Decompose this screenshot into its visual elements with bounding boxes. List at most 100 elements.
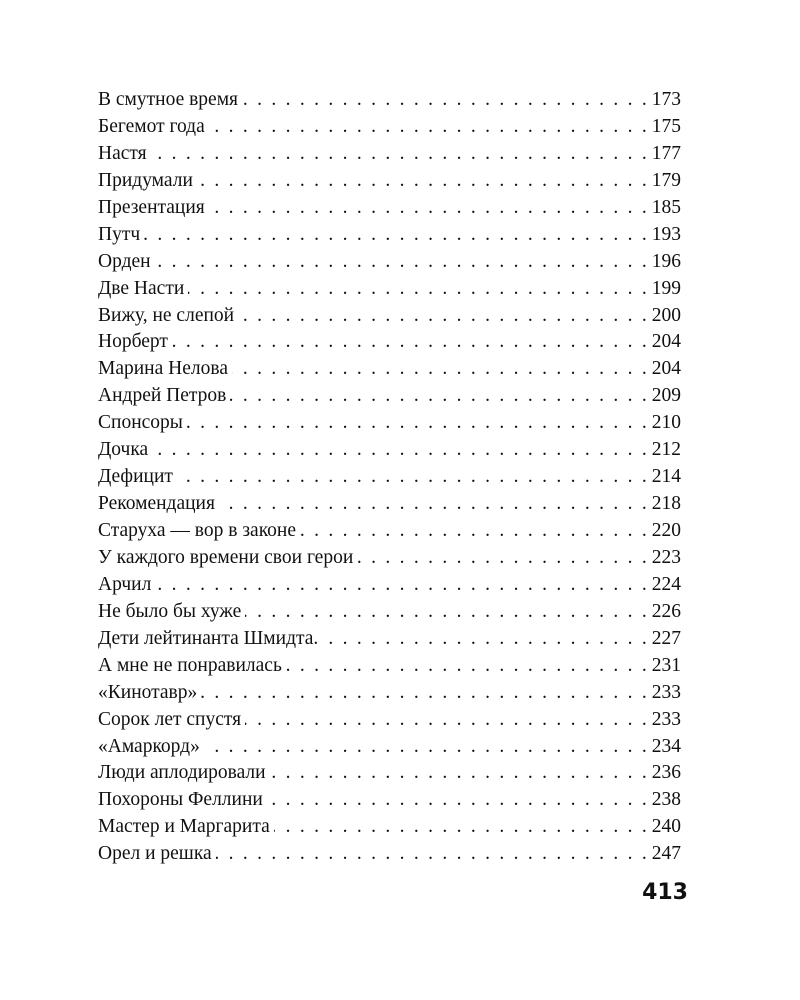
toc-entry: Марина Нелова 204 xyxy=(98,358,681,385)
toc-entry-title: «Кинотавр» xyxy=(98,681,198,703)
toc-entry-title: Рекомендация xyxy=(98,493,215,515)
toc-entry: Вижу, не слепой 200 xyxy=(98,305,681,332)
toc-entry-page: 179 xyxy=(651,169,681,191)
leader-dots xyxy=(242,89,647,111)
toc-entry-page: 247 xyxy=(651,843,681,865)
toc-entry: Похороны Феллини 238 xyxy=(98,789,681,816)
toc-entry: Дети лейтинанта Шмидта. 227 xyxy=(98,628,681,655)
toc-entry: Не было бы хуже 226 xyxy=(98,601,681,628)
toc-entry-title: Презентация xyxy=(98,196,205,218)
toc-entry-title: Вижу, не слепой xyxy=(98,304,235,326)
toc-entry-page: 233 xyxy=(651,708,681,730)
toc-entry-page: 193 xyxy=(651,223,681,245)
toc-entry-title: «Амаркорд» xyxy=(98,735,200,757)
toc-entry-page: 210 xyxy=(651,412,681,434)
leader-dots xyxy=(197,170,647,192)
toc-entry-title: Спонсоры xyxy=(98,412,183,434)
toc-entry: Путч 193 xyxy=(98,224,681,251)
toc-entry-title: Путч xyxy=(98,223,141,245)
toc-entry: Настя 177 xyxy=(98,143,681,170)
table-of-contents: В смутное время 173 Бегемот года 175 Настя 17… xyxy=(98,89,681,870)
toc-entry-page: 226 xyxy=(651,600,681,622)
leader-dots xyxy=(232,358,647,380)
toc-entry: Арчил 224 xyxy=(98,574,681,601)
toc-entry-page: 233 xyxy=(651,681,681,703)
leader-dots xyxy=(270,762,647,784)
leader-dots xyxy=(230,385,646,407)
leader-dots xyxy=(204,736,647,758)
toc-entry-page: 204 xyxy=(651,331,681,353)
toc-entry: Орден 196 xyxy=(98,251,681,278)
toc-entry-page: 177 xyxy=(651,142,681,164)
leader-dots xyxy=(152,439,647,461)
toc-entry: Две Насти 199 xyxy=(98,278,681,305)
toc-entry: Андрей Петров 209 xyxy=(98,385,681,412)
toc-entry-title: А мне не понравилась xyxy=(98,654,282,676)
toc-entry-page: 231 xyxy=(651,654,681,676)
toc-entry-title: Не было бы хуже xyxy=(98,600,242,622)
toc-entry-page: 200 xyxy=(651,304,681,326)
leader-dots xyxy=(274,816,647,838)
leader-dots xyxy=(187,412,647,434)
toc-entry-page: 173 xyxy=(651,89,681,110)
toc-entry-page: 212 xyxy=(651,439,681,461)
toc-entry-title: Настя xyxy=(98,142,147,164)
toc-entry: Бегемот года 175 xyxy=(98,116,681,143)
leader-dots xyxy=(357,547,646,569)
leader-dots xyxy=(188,278,646,300)
toc-entry: Мастер и Маргарита 240 xyxy=(98,816,681,843)
toc-entry-page: 175 xyxy=(651,115,681,137)
leader-dots xyxy=(219,493,647,515)
toc-entry: Придумали 179 xyxy=(98,170,681,197)
toc-entry: В смутное время 173 xyxy=(98,89,681,116)
leader-dots xyxy=(155,251,647,273)
leader-dots xyxy=(151,143,647,165)
toc-entry-title: Мастер и Маргарита xyxy=(98,816,270,838)
leader-dots xyxy=(209,116,647,138)
toc-entry-page: 223 xyxy=(651,546,681,568)
toc-entry-page: 224 xyxy=(651,573,681,595)
toc-entry-title: Марина Нелова xyxy=(98,358,228,380)
toc-entry-page: 236 xyxy=(651,762,681,784)
leader-dots xyxy=(267,789,647,811)
toc-entry-page: 209 xyxy=(651,385,681,407)
toc-entry-page: 234 xyxy=(651,735,681,757)
leader-dots xyxy=(172,331,647,353)
leader-dots xyxy=(216,843,647,865)
toc-entry-page: 199 xyxy=(651,277,681,299)
toc-entry: «Кинотавр» 233 xyxy=(98,682,681,709)
toc-entry-page: 196 xyxy=(651,250,681,272)
toc-entry: Дочка 212 xyxy=(98,439,681,466)
leader-dots xyxy=(144,224,647,246)
toc-entry: Орел и решка 247 xyxy=(98,843,681,870)
toc-entry-page: 240 xyxy=(651,816,681,838)
leader-dots xyxy=(245,709,647,731)
toc-entry-page: 218 xyxy=(651,493,681,515)
toc-entry-title: Норберт xyxy=(98,331,168,353)
leader-dots xyxy=(322,628,646,650)
toc-entry-page: 185 xyxy=(651,196,681,218)
toc-entry-title: Орден xyxy=(98,250,151,272)
toc-entry-title: Дефицит xyxy=(98,466,173,488)
leader-dots xyxy=(155,574,646,596)
leader-dots xyxy=(201,682,647,704)
toc-entry-title: Арчил xyxy=(98,573,152,595)
toc-entry-page: 214 xyxy=(651,466,681,488)
toc-entry-title: Старуха — вор в законе xyxy=(98,520,297,541)
toc-entry-page: 220 xyxy=(651,520,681,541)
toc-entry-title: Сорок лет спустя xyxy=(98,708,242,730)
toc-entry: Люди аплодировали 236 xyxy=(98,762,681,789)
toc-entry: Сорок лет спустя 233 xyxy=(98,709,681,736)
toc-entry: Презентация 185 xyxy=(98,197,681,224)
toc-entry-page: 204 xyxy=(651,358,681,380)
toc-entry: Старуха — вор в законе 220 xyxy=(98,520,681,547)
toc-entry: «Амаркорд» 234 xyxy=(98,736,681,763)
toc-entry-title: Придумали xyxy=(98,169,193,191)
leader-dots xyxy=(245,601,646,623)
toc-entry: Дефицит 214 xyxy=(98,466,681,493)
leader-dots xyxy=(177,466,647,488)
toc-entry: Рекомендация 218 xyxy=(98,493,681,520)
toc-entry: Норберт 204 xyxy=(98,331,681,358)
toc-entry: У каждого времени свои герои 223 xyxy=(98,547,681,574)
toc-entry-title: Похороны Феллини xyxy=(98,789,263,811)
